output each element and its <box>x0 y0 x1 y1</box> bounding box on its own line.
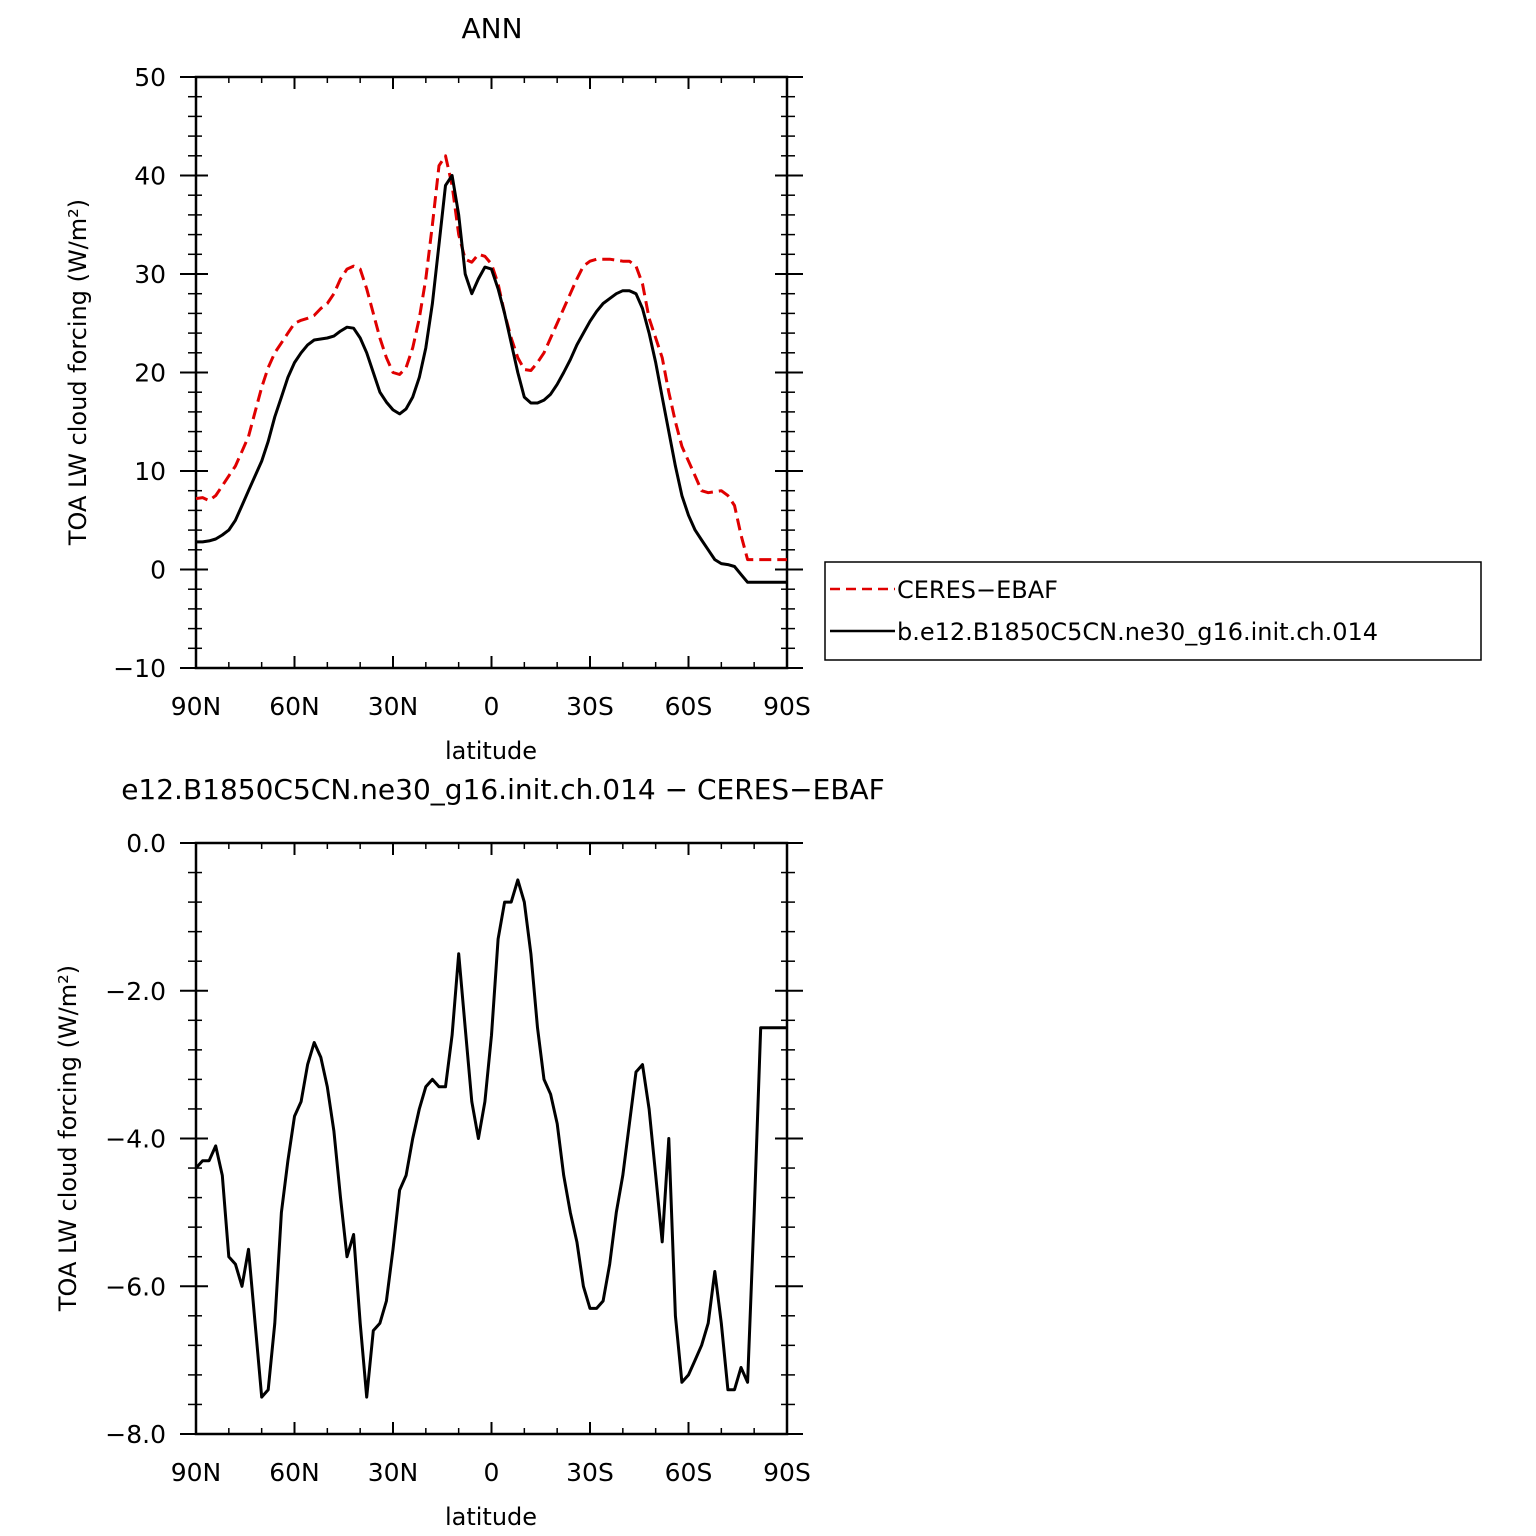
x-tick-label: 60S <box>665 1458 713 1487</box>
y-tick-label: −8.0 <box>105 1420 166 1449</box>
model-series-line <box>194 878 787 1399</box>
bottom-y-axis-label: TOA LW cloud forcing (W/m²) <box>54 965 82 1312</box>
x-tick-label: 30N <box>368 692 419 721</box>
legend: CERES−EBAF b.e12.B1850C5CN.ne30_g16.init… <box>824 561 1482 661</box>
y-tick-label: 20 <box>134 359 166 388</box>
y-tick-label: −2.0 <box>105 977 166 1006</box>
y-tick-label: 10 <box>134 457 166 486</box>
x-tick-label: 60N <box>269 692 320 721</box>
y-tick-label: 40 <box>134 162 166 191</box>
bottom-plot-frame <box>194 841 789 1436</box>
observation-series-line <box>195 154 787 562</box>
x-tick-label: 30S <box>566 692 614 721</box>
top-panel: ANN 90N 60N 30N 0 30S 60S 90S −10 0 10 20 30 40 50 la… <box>64 12 1482 765</box>
y-tick-label: 0 <box>150 556 166 585</box>
y-tick-label: −4.0 <box>105 1125 166 1154</box>
y-tick-label: 30 <box>134 260 166 289</box>
x-tick-label: 30S <box>566 1458 614 1487</box>
bottom-chart-title: e12.B1850C5CN.ne30_g16.init.ch.014 − CER… <box>121 773 885 806</box>
x-tick-label: 0 <box>484 1458 500 1487</box>
y-tick-label: 50 <box>134 63 166 92</box>
top-x-axis-label: latitude <box>445 737 537 765</box>
x-tick-label: 90S <box>763 692 811 721</box>
x-tick-label: 90N <box>171 692 222 721</box>
x-tick-label: 0 <box>484 692 500 721</box>
y-tick-label: −10 <box>113 654 166 683</box>
legend-box <box>824 561 1482 661</box>
x-tick-label: 60N <box>269 1458 320 1487</box>
bottom-panel: e12.B1850C5CN.ne30_g16.init.ch.014 − CER… <box>54 773 885 1531</box>
top-y-axis-label: TOA LW cloud forcing (W/m²) <box>64 199 92 546</box>
bottom-series-lines <box>194 878 787 1399</box>
y-tick-label: 0.0 <box>126 829 166 858</box>
legend-label-model: b.e12.B1850C5CN.ne30_g16.init.ch.014 <box>897 618 1378 646</box>
top-plot-frame <box>194 75 789 670</box>
x-tick-label: 60S <box>665 692 713 721</box>
top-chart-title: ANN <box>461 12 522 45</box>
bottom-x-axis-label: latitude <box>445 1503 537 1531</box>
x-tick-label: 90S <box>763 1458 811 1487</box>
top-series-lines <box>195 154 787 584</box>
x-tick-label: 90N <box>171 1458 222 1487</box>
top-axis-ticks: 90N 60N 30N 0 30S 60S 90S −10 0 10 20 30 40 50 <box>113 63 811 721</box>
y-tick-label: −6.0 <box>105 1272 166 1301</box>
x-tick-label: 30N <box>368 1458 419 1487</box>
bottom-axis-ticks: 90N 60N 30N 0 30S 60S 90S −8.0 −6.0 −4.0 −2.0 0.0 <box>105 829 811 1487</box>
model-series-line <box>196 174 787 584</box>
legend-label-ceres: CERES−EBAF <box>897 576 1058 604</box>
